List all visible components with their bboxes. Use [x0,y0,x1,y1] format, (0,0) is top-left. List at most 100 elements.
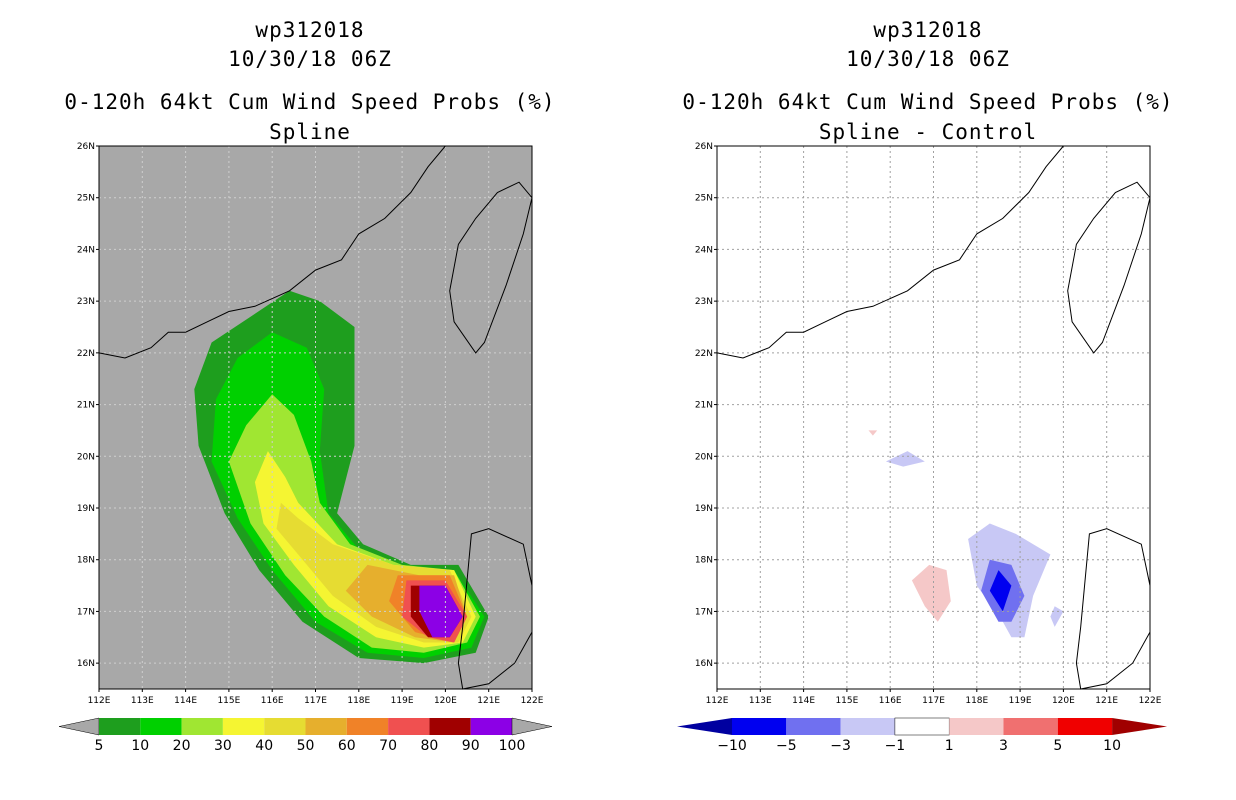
colorbar-swatch [222,718,265,735]
colorbar-high-arrow [511,717,553,736]
colorbar-swatch [181,718,223,735]
coastline-taiwan [449,181,533,354]
colorbar-label: 5 [95,738,104,754]
lat-tick-label: 17N [695,607,713,617]
colorbar-swatch [264,718,306,735]
colorbar-label: 10 [131,738,149,754]
lon-tick-label: 118E [347,696,370,706]
colorbar-high-arrow [1112,718,1168,735]
contour-1-5 [868,430,878,436]
lon-tick-label: 120E [434,696,457,706]
colorbar-label: 90 [462,738,480,754]
lon-tick-label: 120E [1052,696,1075,706]
lon-tick-label: 116E [879,696,902,706]
colorbar-swatch [732,718,787,735]
coastline-taiwan [1067,181,1151,354]
lat-tick-label: 18N [695,556,713,566]
lat-tick-label: 25N [695,194,713,204]
colorbar-label: 70 [379,738,397,754]
contour-minus10-inner [989,570,1012,612]
lat-tick-label: 22N [77,349,95,359]
lat-tick-label: 20N [695,452,713,462]
right-storm-id: wp312018 [873,18,983,42]
lon-tick-label: 121E [477,696,500,706]
colorbar-label: 40 [255,738,273,754]
left-storm-id: wp312018 [255,18,365,42]
colorbar-low-arrow [58,717,100,736]
lat-tick-label: 24N [77,245,95,255]
lat-tick-label: 19N [77,504,95,514]
lat-tick-label: 26N [77,142,95,152]
left-datetime: 10/30/18 06Z [228,47,392,71]
lat-tick-label: 23N [77,297,95,307]
colorbar-low-arrow [677,718,732,735]
lon-tick-label: 114E [174,696,197,706]
lat-tick-label: 20N [77,452,95,462]
lon-tick-label: 122E [1139,696,1162,706]
colorbar-swatch [1003,718,1058,735]
colorbar-label: 50 [297,738,315,754]
colorbar-swatch [429,718,471,735]
lat-tick-label: 16N [695,659,713,669]
lon-tick-label: 112E [88,696,111,706]
left-colorbar: 5 10 20 30 40 50 60 70 80 90 100 [58,717,553,754]
colorbar-swatch [140,718,182,735]
right-subtitle: Spline - Control [818,120,1038,144]
colorbar-label: −1 [885,738,906,754]
map-frame [716,145,1151,690]
left-title: 0-120h 64kt Cum Wind Speed Probs (%) [64,90,556,114]
lon-tick-label: 117E [304,696,327,706]
colorbar-label: 10 [1103,738,1121,754]
right-title: 0-120h 64kt Cum Wind Speed Probs (%) [682,90,1174,114]
lon-tick-label: 113E [749,696,772,706]
colorbar-swatch [388,718,430,735]
lon-tick-label: 122E [521,696,544,706]
colorbar-label: 1 [945,738,954,754]
colorbar-swatch [99,718,141,735]
lat-tick-label: 24N [695,245,713,255]
lat-tick-label: 26N [695,142,713,152]
left-subtitle: Spline [269,120,351,144]
lon-tick-label: 114E [792,696,815,706]
colorbar-label: 5 [1053,738,1062,754]
colorbar-label: −10 [717,738,747,754]
lat-tick-label: 19N [695,504,713,514]
colorbar-swatch [305,718,347,735]
coastline-china [98,145,446,359]
left-map: 112E 113E 114E 115E 116E 117E 118E 119E 120E 121E… [77,142,544,706]
lon-tick-label: 119E [391,696,414,706]
colorbar-label: −3 [830,738,851,754]
colorbar-swatch [949,718,1004,735]
colorbar-swatch [786,718,841,735]
lon-tick-label: 116E [261,696,284,706]
right-colorbar: −10 −5 −3 −1 1 3 5 10 [677,717,1168,754]
lat-tick-label: 18N [77,556,95,566]
lat-tick-label: 23N [695,297,713,307]
lon-tick-label: 115E [217,696,240,706]
lon-tick-label: 121E [1095,696,1118,706]
lat-tick-label: 17N [77,607,95,617]
coastline-china [716,145,1064,359]
right-datetime: 10/30/18 06Z [846,47,1010,71]
lat-tick-label: 21N [695,401,713,411]
lon-tick-label: 117E [922,696,945,706]
colorbar-label: 60 [338,738,356,754]
lat-tick-label: 22N [695,349,713,359]
colorbar-swatch [470,718,512,735]
map-frame [98,145,533,690]
contour-1-4 [911,564,951,622]
colorbar-label: 3 [999,738,1008,754]
contour-minus3-1 [885,451,925,467]
colorbar-label: 20 [173,738,191,754]
lon-tick-label: 118E [965,696,988,706]
colorbar-swatch [1057,718,1113,735]
lat-tick-label: 25N [77,194,95,204]
coastline-luzon [457,528,533,690]
colorbar-label: 80 [420,738,438,754]
right-map: 112E 113E 114E 115E 116E 117E 118E 119E 120E 121E… [695,142,1162,706]
lon-tick-label: 112E [706,696,729,706]
contour-90-9 [419,585,463,638]
colorbar-label: 100 [499,738,526,754]
colorbar-swatch [840,718,895,735]
